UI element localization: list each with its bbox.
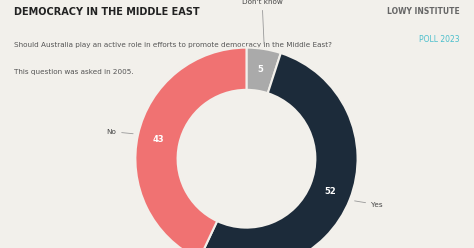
Text: Don't know: Don't know	[242, 0, 283, 44]
Text: 43: 43	[153, 135, 164, 144]
Text: DEMOCRACY IN THE MIDDLE EAST: DEMOCRACY IN THE MIDDLE EAST	[14, 7, 200, 17]
Wedge shape	[246, 48, 281, 93]
Text: This question was asked in 2005.: This question was asked in 2005.	[14, 69, 134, 75]
Text: 52: 52	[324, 187, 336, 196]
Text: Yes: Yes	[355, 201, 383, 208]
Wedge shape	[199, 53, 357, 248]
Text: LOWY INSTITUTE: LOWY INSTITUTE	[387, 7, 460, 16]
Text: POLL 2023: POLL 2023	[419, 35, 460, 44]
Text: 5: 5	[258, 65, 264, 74]
Text: No: No	[106, 128, 133, 135]
Wedge shape	[136, 48, 246, 248]
Text: Should Australia play an active role in efforts to promote democracy in the Midd: Should Australia play an active role in …	[14, 42, 332, 48]
